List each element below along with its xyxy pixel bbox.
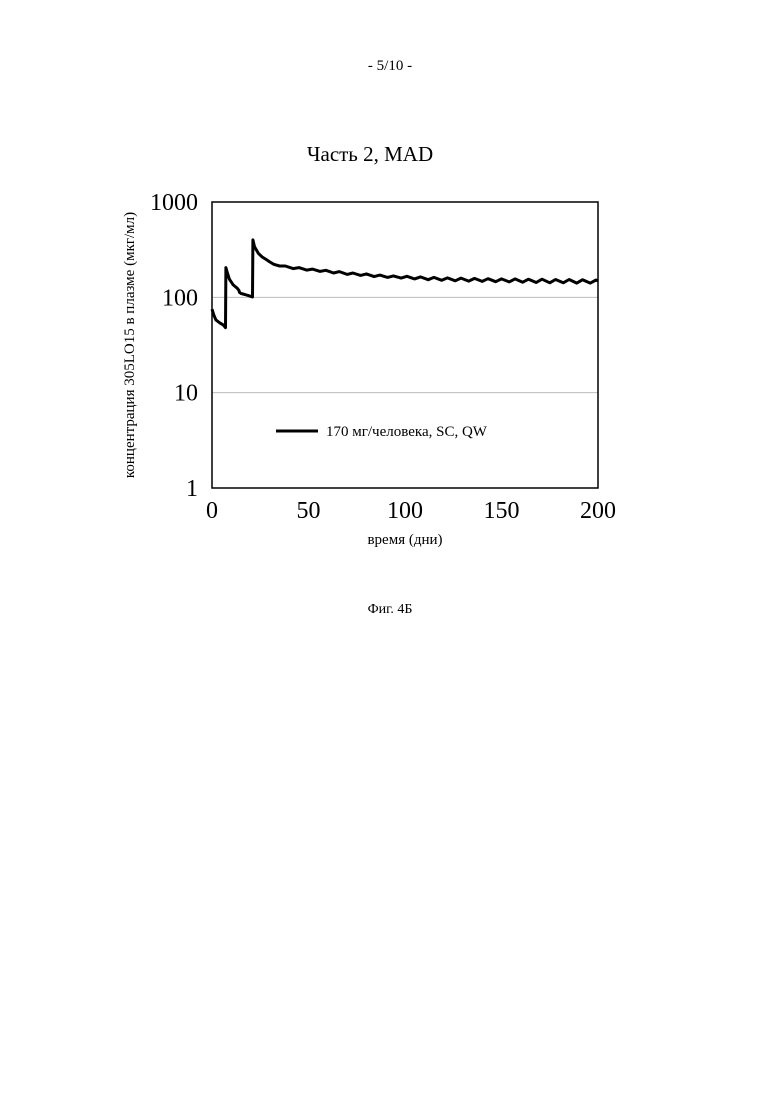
y-tick-label-10: 10 [174, 381, 198, 407]
x-tick-label-0: 0 [206, 498, 218, 524]
y-axis-label: концентрация 305LO15 в плазме (мкг/мл) [122, 212, 138, 478]
x-tick-label-200: 200 [580, 498, 616, 524]
y-tick-labels: 1 10 100 1000 [150, 190, 198, 502]
legend-label: 170 мг/человека, SC, QW [326, 424, 488, 440]
y-tick-label-1000: 1000 [150, 190, 198, 216]
plasma-concentration-chart: 1 10 100 1000 0 50 100 150 200 170 мг/человека,… [100, 180, 640, 560]
y-tick-label-100: 100 [162, 285, 198, 311]
series-layer [212, 240, 598, 328]
grid-layer [212, 297, 598, 392]
page-number: - 5/10 - [0, 58, 780, 75]
x-tick-label-100: 100 [387, 498, 423, 524]
series-line-0 [212, 240, 598, 328]
x-tick-label-50: 50 [297, 498, 321, 524]
figure-caption: Фиг. 4Б [0, 602, 780, 618]
plot-frame [212, 202, 598, 488]
x-tick-labels: 0 50 100 150 200 [206, 498, 616, 524]
y-tick-label-1: 1 [186, 476, 198, 502]
chart-title: Часть 2, MAD [0, 142, 740, 167]
x-tick-label-150: 150 [484, 498, 520, 524]
x-axis-label: время (дни) [367, 532, 442, 548]
